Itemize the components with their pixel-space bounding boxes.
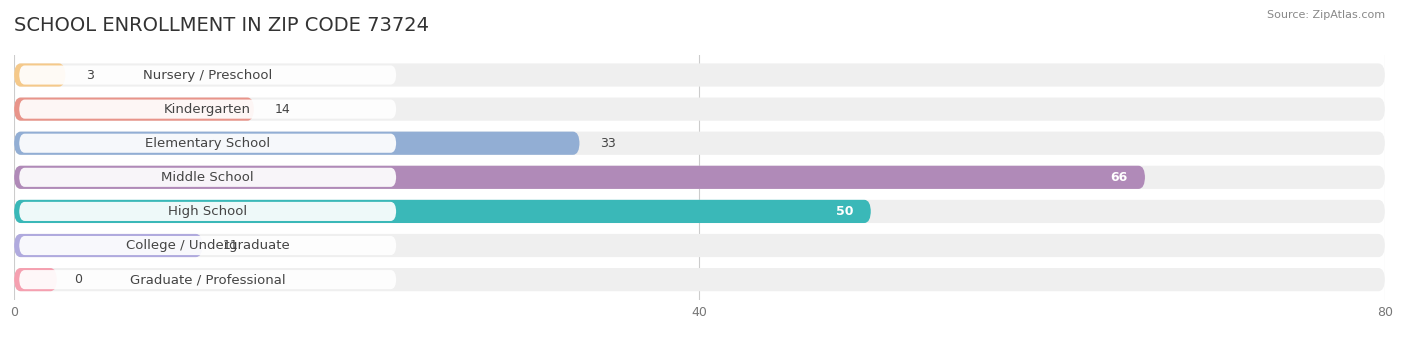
Text: 14: 14: [274, 103, 290, 116]
FancyBboxPatch shape: [14, 268, 1385, 291]
FancyBboxPatch shape: [20, 134, 396, 153]
Text: Middle School: Middle School: [162, 171, 254, 184]
FancyBboxPatch shape: [14, 63, 66, 87]
Text: 0: 0: [75, 273, 82, 286]
Text: 3: 3: [86, 69, 94, 81]
FancyBboxPatch shape: [14, 268, 56, 291]
Text: 33: 33: [600, 137, 616, 150]
FancyBboxPatch shape: [20, 236, 396, 255]
FancyBboxPatch shape: [14, 132, 1385, 155]
FancyBboxPatch shape: [20, 202, 396, 221]
FancyBboxPatch shape: [20, 65, 396, 85]
Text: 66: 66: [1111, 171, 1128, 184]
FancyBboxPatch shape: [14, 234, 1385, 257]
Text: 50: 50: [837, 205, 853, 218]
FancyBboxPatch shape: [14, 234, 202, 257]
FancyBboxPatch shape: [14, 63, 1385, 87]
FancyBboxPatch shape: [20, 100, 396, 119]
Text: 11: 11: [224, 239, 239, 252]
FancyBboxPatch shape: [14, 166, 1144, 189]
Text: Kindergarten: Kindergarten: [165, 103, 252, 116]
Text: High School: High School: [169, 205, 247, 218]
FancyBboxPatch shape: [14, 200, 870, 223]
Text: Nursery / Preschool: Nursery / Preschool: [143, 69, 273, 81]
FancyBboxPatch shape: [20, 270, 396, 289]
Text: Graduate / Professional: Graduate / Professional: [129, 273, 285, 286]
FancyBboxPatch shape: [20, 168, 396, 187]
FancyBboxPatch shape: [14, 132, 579, 155]
FancyBboxPatch shape: [14, 166, 1385, 189]
Text: Elementary School: Elementary School: [145, 137, 270, 150]
Text: Source: ZipAtlas.com: Source: ZipAtlas.com: [1267, 10, 1385, 20]
Text: College / Undergraduate: College / Undergraduate: [125, 239, 290, 252]
FancyBboxPatch shape: [14, 98, 1385, 121]
FancyBboxPatch shape: [14, 200, 1385, 223]
Text: SCHOOL ENROLLMENT IN ZIP CODE 73724: SCHOOL ENROLLMENT IN ZIP CODE 73724: [14, 16, 429, 35]
FancyBboxPatch shape: [14, 98, 254, 121]
